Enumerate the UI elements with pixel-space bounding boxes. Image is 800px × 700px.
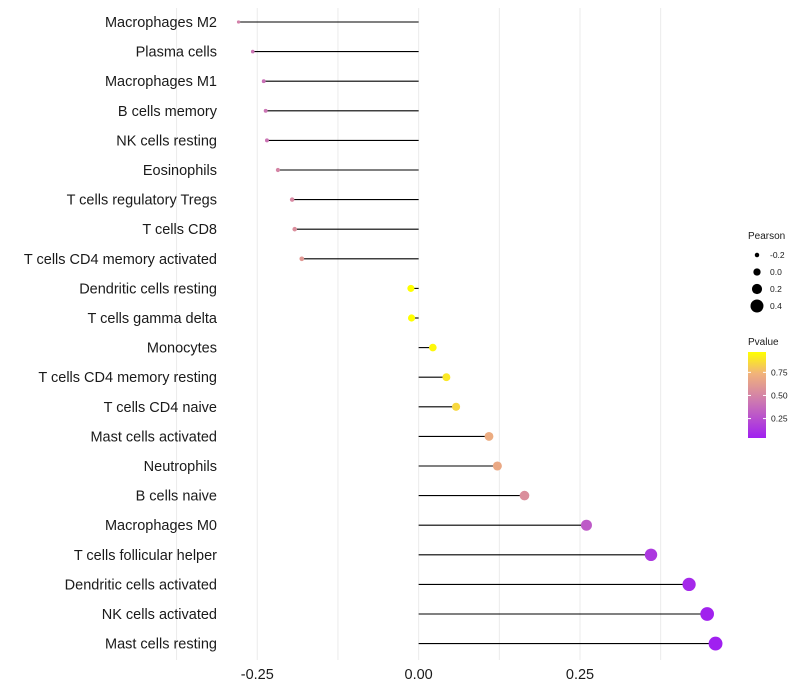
size-legend-key (754, 252, 760, 258)
point (275, 167, 281, 173)
point (250, 49, 255, 54)
color-legend-label: 0.25 (771, 414, 788, 424)
stems (238, 21, 716, 645)
category-label: Macrophages M1 (105, 74, 217, 90)
category-label: Macrophages M2 (105, 15, 217, 31)
category-label: T cells CD4 naive (104, 400, 217, 416)
category-label: T cells CD4 memory activated (24, 252, 217, 268)
x-tick-label: -0.25 (241, 667, 274, 683)
color-legend-title: Pvalue (748, 337, 779, 348)
gridlines (176, 8, 662, 660)
category-label: Eosinophils (143, 163, 217, 179)
point (289, 197, 295, 202)
x-tick-label: 0.00 (405, 667, 433, 683)
point (299, 256, 305, 262)
size-legend-key (750, 299, 764, 313)
size-legend-label: 0.2 (770, 284, 782, 294)
category-label: Macrophages M0 (105, 518, 217, 534)
point (264, 138, 269, 143)
category-label: Mast cells resting (105, 637, 217, 653)
category-label: Plasma cells (136, 45, 217, 61)
point (519, 490, 530, 501)
color-legend: Pvalue 0.75 0.50 0.25 (748, 337, 788, 438)
category-label: NK cells resting (116, 133, 217, 149)
color-legend-label: 0.50 (771, 390, 788, 400)
point (580, 519, 592, 531)
category-label: B cells naive (136, 489, 217, 505)
point (292, 226, 297, 232)
point (708, 636, 723, 651)
point (682, 577, 696, 592)
color-legend-label: 0.75 (771, 367, 788, 377)
size-legend-label: -0.2 (770, 250, 785, 260)
category-label: T cells regulatory Tregs (67, 193, 217, 209)
size-legend-title: Pearson (748, 231, 785, 242)
size-legend-label: 0.0 (770, 267, 782, 277)
category-label: T cells CD4 memory resting (38, 370, 217, 386)
category-label: Monocytes (147, 341, 217, 357)
x-tick-label: 0.25 (566, 667, 594, 683)
point (429, 343, 437, 352)
point (452, 402, 461, 411)
category-label: T cells CD8 (142, 222, 217, 238)
pvalue-colorbar (748, 352, 766, 438)
category-label: Neutrophils (144, 459, 217, 475)
category-label: Dendritic cells resting (79, 281, 217, 297)
size-legend: Pearson -0.2 0.0 0.2 0.4 (748, 231, 785, 313)
point (407, 314, 416, 322)
point (236, 20, 241, 24)
category-label: NK cells activated (102, 607, 217, 623)
points (236, 20, 723, 651)
category-label: Dendritic cells activated (65, 577, 217, 593)
x-axis-ticks: -0.25 0.00 0.25 (241, 667, 594, 683)
size-legend-key (753, 268, 761, 276)
size-legend-key (751, 283, 763, 295)
point (644, 548, 658, 562)
point (407, 284, 415, 292)
point (442, 373, 451, 382)
point (261, 79, 266, 84)
point (700, 607, 714, 621)
category-label: B cells memory (118, 104, 218, 120)
point (492, 461, 502, 471)
category-label: Mast cells activated (90, 429, 217, 445)
size-legend-label: 0.4 (770, 301, 782, 311)
category-label: T cells gamma delta (88, 311, 218, 327)
category-labels: Macrophages M2 Plasma cells Macrophages M1… (24, 15, 218, 653)
point (263, 108, 268, 113)
point (484, 431, 494, 441)
category-label: T cells follicular helper (74, 548, 217, 564)
